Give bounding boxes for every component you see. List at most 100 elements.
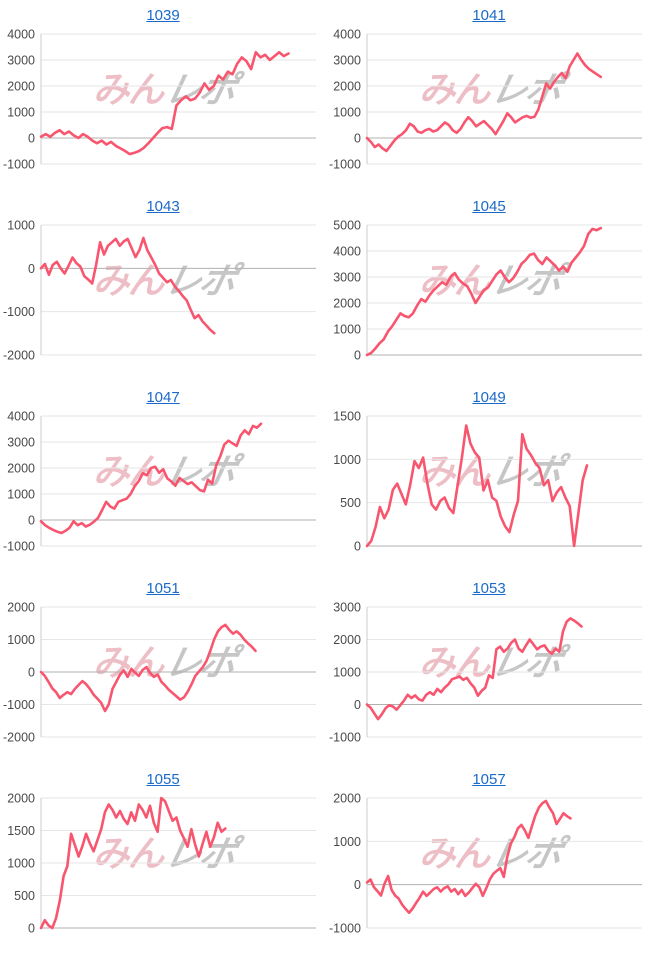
svg-text:0: 0 [28, 666, 35, 680]
chart-link-1039[interactable]: 1039 [146, 7, 180, 24]
chart-link-1057[interactable]: 1057 [472, 771, 506, 788]
svg-text:-1000: -1000 [3, 158, 35, 172]
svg-text:4000: 4000 [333, 245, 361, 259]
chart-cell-1039: 1039 みんレポ 4000 3000 2000 1000 0 -1000 [0, 0, 326, 191]
svg-text:-2000: -2000 [3, 731, 35, 745]
svg-text:1500: 1500 [333, 410, 361, 424]
chart-title-row: 1047 [0, 382, 326, 408]
line-chart-svg: 4000 3000 2000 1000 0 -1000 [3, 410, 316, 554]
svg-text:0: 0 [354, 540, 361, 554]
svg-text:0: 0 [28, 922, 35, 936]
svg-text:-1000: -1000 [3, 305, 35, 319]
svg-text:5000: 5000 [333, 219, 361, 233]
chart-cell-1041: 1041 みんレポ 4000 3000 2000 1000 0 -1000 [326, 0, 652, 191]
svg-text:-1000: -1000 [329, 158, 361, 172]
svg-text:1000: 1000 [7, 488, 35, 502]
svg-text:-1000: -1000 [3, 540, 35, 554]
chart-cell-1057: 1057 みんレポ 2000 1000 0 -1000 [326, 764, 652, 955]
chart-title-row: 1055 [0, 764, 326, 790]
chart-plot: みんレポ 2000 1000 0 -1000 -2000 [0, 599, 326, 761]
chart-cell-1045: 1045 みんレポ 5000 4000 3000 2000 1000 0 [326, 191, 652, 382]
line-chart-svg: 2000 1000 0 -1000 -2000 [3, 601, 316, 745]
chart-plot: みんレポ 5000 4000 3000 2000 1000 0 [326, 217, 652, 379]
chart-plot: みんレポ 1500 1000 500 0 [326, 408, 652, 570]
chart-plot: みんレポ 3000 2000 1000 0 -1000 [326, 599, 652, 761]
chart-cell-1049: 1049 みんレポ 1500 1000 500 0 [326, 382, 652, 573]
chart-link-1055[interactable]: 1055 [146, 771, 180, 788]
svg-text:2000: 2000 [7, 80, 35, 94]
svg-text:0: 0 [354, 132, 361, 146]
line-chart-svg: 4000 3000 2000 1000 0 -1000 [3, 28, 316, 172]
line-chart-svg: 1000 0 -1000 -2000 [3, 219, 316, 363]
svg-text:-1000: -1000 [3, 698, 35, 712]
svg-text:2000: 2000 [7, 792, 35, 806]
chart-title-row: 1039 [0, 0, 326, 26]
svg-text:0: 0 [354, 878, 361, 892]
svg-text:2000: 2000 [333, 633, 361, 647]
svg-text:1000: 1000 [7, 106, 35, 120]
chart-title-row: 1057 [326, 764, 652, 790]
svg-text:3000: 3000 [7, 436, 35, 450]
svg-text:1500: 1500 [7, 824, 35, 838]
svg-text:0: 0 [28, 514, 35, 528]
svg-text:500: 500 [340, 496, 361, 510]
svg-text:-2000: -2000 [3, 349, 35, 363]
svg-text:1000: 1000 [7, 219, 35, 233]
svg-text:1000: 1000 [333, 453, 361, 467]
chart-title-row: 1043 [0, 191, 326, 217]
chart-cell-1047: 1047 みんレポ 4000 3000 2000 1000 0 -1000 [0, 382, 326, 573]
line-chart-svg: 1500 1000 500 0 [333, 410, 642, 554]
svg-text:4000: 4000 [7, 410, 35, 424]
chart-link-1047[interactable]: 1047 [146, 389, 180, 406]
svg-text:0: 0 [28, 132, 35, 146]
svg-text:-1000: -1000 [329, 731, 361, 745]
line-chart-svg: 2000 1000 0 -1000 [329, 792, 642, 936]
chart-title-row: 1045 [326, 191, 652, 217]
chart-plot: みんレポ 4000 3000 2000 1000 0 -1000 [0, 408, 326, 570]
svg-text:0: 0 [354, 698, 361, 712]
svg-text:0: 0 [354, 349, 361, 363]
chart-plot: みんレポ 1000 0 -1000 -2000 [0, 217, 326, 379]
svg-text:-1000: -1000 [329, 922, 361, 936]
chart-plot: みんレポ 2000 1000 0 -1000 [326, 790, 652, 952]
svg-text:500: 500 [14, 889, 35, 903]
chart-link-1053[interactable]: 1053 [472, 580, 506, 597]
line-chart-svg: 4000 3000 2000 1000 0 -1000 [329, 28, 642, 172]
svg-text:2000: 2000 [7, 601, 35, 615]
svg-text:2000: 2000 [333, 792, 361, 806]
svg-text:2000: 2000 [333, 297, 361, 311]
line-chart-svg: 2000 1500 1000 500 0 [7, 792, 316, 936]
chart-link-1043[interactable]: 1043 [146, 198, 180, 215]
chart-cell-1055: 1055 みんレポ 2000 1500 1000 500 0 [0, 764, 326, 955]
svg-text:3000: 3000 [333, 601, 361, 615]
svg-text:1000: 1000 [333, 106, 361, 120]
svg-text:0: 0 [28, 262, 35, 276]
chart-title-row: 1051 [0, 573, 326, 599]
chart-title-row: 1041 [326, 0, 652, 26]
svg-text:3000: 3000 [333, 271, 361, 285]
svg-text:1000: 1000 [333, 666, 361, 680]
svg-text:1000: 1000 [7, 857, 35, 871]
chart-plot: みんレポ 4000 3000 2000 1000 0 -1000 [326, 26, 652, 188]
chart-title-row: 1053 [326, 573, 652, 599]
svg-text:3000: 3000 [7, 54, 35, 68]
chart-title-row: 1049 [326, 382, 652, 408]
svg-text:2000: 2000 [333, 80, 361, 94]
svg-text:4000: 4000 [333, 28, 361, 42]
chart-plot: みんレポ 4000 3000 2000 1000 0 -1000 [0, 26, 326, 188]
svg-text:3000: 3000 [333, 54, 361, 68]
svg-text:1000: 1000 [333, 323, 361, 337]
svg-text:1000: 1000 [333, 835, 361, 849]
chart-link-1045[interactable]: 1045 [472, 198, 506, 215]
chart-cell-1053: 1053 みんレポ 3000 2000 1000 0 -1000 [326, 573, 652, 764]
chart-cell-1051: 1051 みんレポ 2000 1000 0 -1000 -2000 [0, 573, 326, 764]
chart-link-1049[interactable]: 1049 [472, 389, 506, 406]
chart-plot: みんレポ 2000 1500 1000 500 0 [0, 790, 326, 952]
line-chart-svg: 3000 2000 1000 0 -1000 [329, 601, 642, 745]
svg-text:2000: 2000 [7, 462, 35, 476]
chart-link-1051[interactable]: 1051 [146, 580, 180, 597]
chart-link-1041[interactable]: 1041 [472, 7, 506, 24]
line-chart-svg: 5000 4000 3000 2000 1000 0 [333, 219, 642, 363]
chart-cell-1043: 1043 みんレポ 1000 0 -1000 -2000 [0, 191, 326, 382]
